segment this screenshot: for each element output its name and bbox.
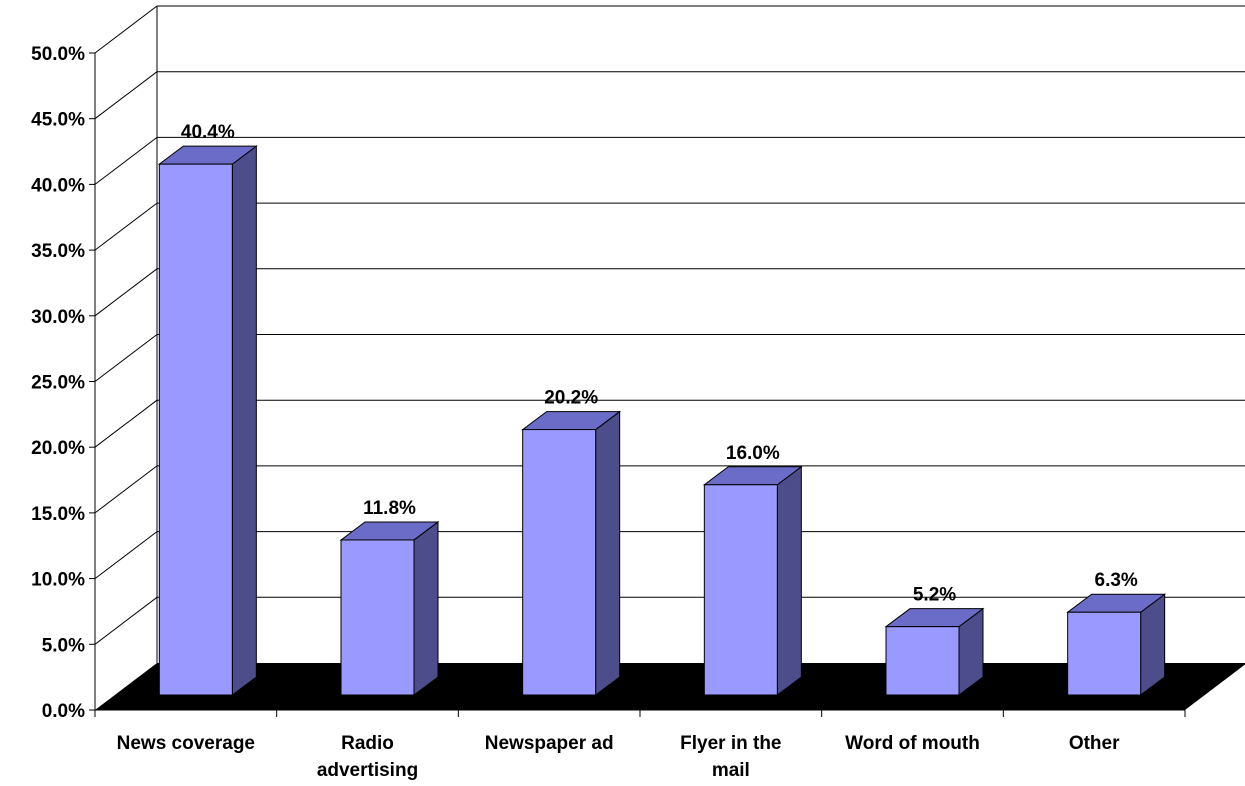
x-category-label: Flyer in the mail: [680, 733, 781, 781]
bar-front: [158, 163, 233, 696]
y-tick-label: 5.0%: [42, 635, 85, 656]
bar: [1066, 593, 1167, 696]
bar-front: [522, 429, 597, 696]
x-category-label: Radio advertising: [317, 733, 418, 781]
x-category-label-line: Other: [1069, 733, 1120, 754]
y-tick-label: 35.0%: [31, 241, 85, 262]
y-tick-label: 25.0%: [31, 373, 85, 394]
bar-front: [1067, 611, 1142, 696]
side-gridline: [94, 399, 158, 448]
side-gridline: [94, 71, 158, 120]
x-category-label-line: Newspaper ad: [485, 733, 614, 754]
bar-side: [231, 145, 257, 696]
data-label: 40.4%: [181, 122, 235, 143]
y-tick-label: 30.0%: [31, 307, 85, 328]
x-category-label-line: mail: [712, 760, 750, 781]
labels: 0.0% 5.0% 10.0% 15.0% 20.0% 25.0% 30.0% 35.0% 40…: [31, 44, 1138, 781]
y-tick-label: 15.0%: [31, 504, 85, 525]
x-category-label: Newspaper ad: [485, 733, 614, 754]
side-gridline: [94, 465, 158, 514]
y-tick-label: 10.0%: [31, 570, 85, 591]
y-tick-label: 45.0%: [31, 110, 85, 131]
side-gridline: [94, 5, 158, 54]
bar-side: [776, 465, 802, 696]
bar: [702, 465, 803, 696]
bar: [157, 145, 258, 696]
bar-side: [413, 520, 439, 696]
x-category-label: Word of mouth: [845, 733, 980, 754]
x-category-label-line: Word of mouth: [845, 733, 980, 754]
data-label: 6.3%: [1095, 570, 1138, 591]
grid-layer: [94, 5, 1245, 663]
x-category-label-line: News coverage: [117, 733, 255, 754]
side-gridline: [94, 202, 158, 251]
y-tick-label: 40.0%: [31, 175, 85, 196]
side-gridline: [94, 268, 158, 317]
bar-front: [885, 626, 960, 696]
x-category-label-line: advertising: [317, 760, 418, 781]
y-tick-label: 0.0%: [42, 701, 85, 722]
data-label: 16.0%: [726, 443, 780, 464]
bar: [884, 607, 985, 696]
side-gridline: [94, 531, 158, 579]
bar-front: [340, 539, 415, 696]
data-label: 5.2%: [913, 585, 956, 606]
x-category-label-line: Flyer in the: [680, 733, 781, 754]
bar-side: [595, 410, 621, 696]
side-gridline: [94, 334, 158, 382]
bar: [521, 410, 622, 696]
data-label: 11.8%: [363, 498, 416, 519]
bars: [157, 145, 1167, 696]
x-category-label: Other: [1069, 733, 1120, 754]
data-label: 20.2%: [544, 388, 598, 409]
x-category-label: News coverage: [117, 733, 255, 754]
y-tick-label: 50.0%: [31, 44, 85, 65]
bar-front: [703, 484, 778, 696]
bar: [339, 520, 440, 696]
x-category-label-line: Radio: [341, 733, 394, 754]
side-gridline: [94, 596, 158, 645]
side-gridline: [94, 137, 158, 185]
y-tick-label: 20.0%: [31, 438, 85, 459]
axes: [89, 52, 1186, 717]
